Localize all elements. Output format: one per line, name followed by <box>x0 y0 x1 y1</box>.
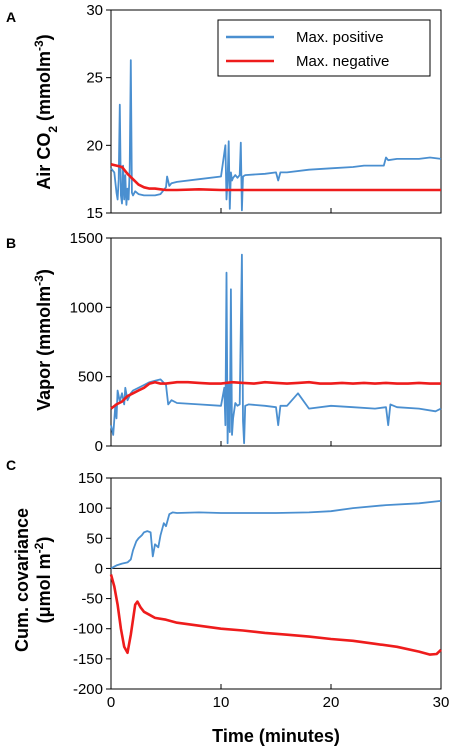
x-tick-label: 30 <box>433 694 450 711</box>
panel-a-letter: A <box>6 9 16 25</box>
x-tick-label: 10 <box>213 694 230 711</box>
panel-c-ytick-label: -150 <box>73 651 103 668</box>
x-tick-label: 20 <box>323 694 340 711</box>
panel-b-ylabel: Vapor (mmolm-3) <box>32 269 54 411</box>
panel-a-ytick-label: 30 <box>86 2 103 19</box>
panel-a-series-max-negative <box>110 163 441 192</box>
panel-b-series-max-negative <box>110 380 441 410</box>
panel-c-ylabel-line1: Cum. covariance <box>12 508 32 652</box>
plot-layer: 15202530050010001500-200-150-100-5005010… <box>70 2 450 711</box>
panel-c-ylabel-line2: (μmol m-2) <box>32 537 54 624</box>
panel-c-ytick-label: -50 <box>81 591 103 608</box>
panel-a-frame <box>110 9 442 214</box>
panel-b-ytick-label: 1000 <box>70 299 103 316</box>
panel-c-letter: C <box>6 457 16 473</box>
legend-box <box>217 19 431 77</box>
panel-a-series-max-positive <box>110 59 442 212</box>
panel-c-ytick-label: -100 <box>73 621 103 638</box>
panel-b-ytick-label: 500 <box>78 369 103 386</box>
panel-a-ylabel: Air CO2 (mmolm-3) <box>32 34 60 189</box>
legend-label-positive: Max. positive <box>296 29 384 46</box>
panel-a-ytick-label: 25 <box>86 70 103 87</box>
panel-a-ytick-label: 15 <box>86 205 103 222</box>
x-tick-label: 0 <box>107 694 115 711</box>
panel-c-ytick-label: 50 <box>86 530 103 547</box>
panel-b-frame <box>110 237 442 447</box>
panel-c-ytick-label: 0 <box>95 560 103 577</box>
panel-b-series-max-positive <box>110 253 442 445</box>
legend: Max. positive Max. negative <box>217 19 431 77</box>
panel-c-frame <box>110 477 442 690</box>
panel-c-series-max-negative <box>109 574 442 656</box>
panel-b-ytick-label: 0 <box>95 438 103 455</box>
panel-b-ytick-label: 1500 <box>70 230 103 247</box>
panel-b-letter: B <box>6 235 16 251</box>
panel-c-ytick-label: 150 <box>78 470 103 487</box>
panel-c-ytick-label: 100 <box>78 500 103 517</box>
x-axis-title: Time (minutes) <box>212 726 340 746</box>
panel-a-ytick-label: 20 <box>86 137 103 154</box>
panel-c-ytick-label: -200 <box>73 681 103 698</box>
legend-label-negative: Max. negative <box>296 53 389 70</box>
panel-c-series-max-positive <box>110 500 442 570</box>
